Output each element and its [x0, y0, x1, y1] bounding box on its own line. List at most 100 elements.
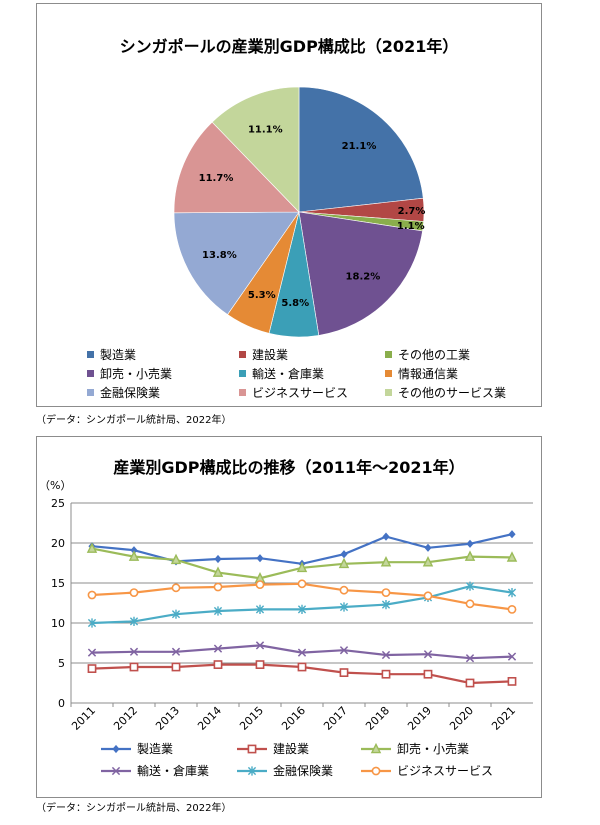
series-group — [87, 579, 517, 614]
data-point — [128, 550, 140, 561]
legend-marker — [247, 744, 257, 754]
legend-swatch — [239, 389, 246, 396]
data-point — [339, 646, 349, 655]
data-point — [381, 650, 391, 660]
series-group — [87, 660, 517, 688]
x-tick-label: 2013 — [153, 704, 182, 733]
data-point — [423, 669, 433, 679]
data-point — [381, 588, 391, 597]
data-point — [255, 641, 265, 650]
data-point — [380, 556, 392, 567]
legend-entry: 卸売・小売業 — [397, 741, 469, 756]
data-point — [424, 543, 432, 552]
series-group — [86, 542, 518, 583]
data-point — [87, 664, 97, 673]
x-tick-label: 2014 — [195, 704, 224, 733]
data-point — [297, 604, 307, 614]
data-point — [465, 581, 475, 591]
x-tick-label: 2020 — [447, 704, 476, 733]
legend-marker — [112, 744, 120, 754]
pie-slice-label: 5.8% — [281, 298, 309, 309]
data-point — [423, 650, 433, 659]
data-point — [171, 583, 181, 593]
pie-slice — [211, 86, 300, 213]
line-chart: 産業別GDP構成比の推移（2011年～2021年） （%） 0 5 10 15 20 25… — [39, 458, 533, 778]
line-axes: 0 5 10 15 20 25 2011 2012 2013 2014 2015 2016 2017 20… — [51, 497, 533, 733]
data-point — [297, 648, 307, 657]
legend-entry: 建設業 — [252, 347, 288, 362]
legend-marker — [370, 742, 382, 754]
data-point — [465, 599, 475, 609]
legend-entry: 金融保険業 — [100, 385, 160, 400]
legend-entry: 輸送・倉庫業 — [137, 763, 209, 778]
legend-swatch — [385, 389, 392, 396]
x-tick-label: 2015 — [237, 704, 266, 733]
legend-entry: 製造業 — [100, 348, 136, 362]
data-point — [506, 551, 518, 562]
data-point — [213, 582, 223, 592]
pie-slice-label: 18.2% — [346, 271, 381, 282]
data-point — [464, 550, 476, 561]
line-chart-title: 産業別GDP構成比の推移（2011年～2021年） — [113, 458, 464, 477]
series-group — [87, 641, 517, 663]
data-point — [422, 556, 434, 567]
data-point — [507, 588, 517, 598]
y-tick-label: 10 — [51, 617, 65, 630]
legend-swatch — [87, 351, 94, 358]
data-point — [129, 616, 139, 626]
pie-slice — [298, 86, 424, 213]
data-point — [213, 606, 223, 616]
data-point — [213, 660, 223, 669]
pie-slice-label: 21.1% — [342, 141, 377, 152]
data-point — [338, 557, 350, 569]
data-point — [465, 678, 475, 688]
pie-slice-label: 11.7% — [199, 173, 234, 184]
data-point — [86, 542, 98, 553]
x-tick-label: 2019 — [405, 704, 434, 733]
x-tick-label: 2016 — [279, 704, 308, 733]
legend-entry: 情報通信業 — [398, 367, 458, 381]
data-point — [423, 591, 433, 601]
data-point — [170, 553, 182, 565]
line-chart-panel: 産業別GDP構成比の推移（2011年～2021年） （%） 0 5 10 15 20 25… — [36, 436, 542, 798]
y-axis-unit-label: （%） — [39, 479, 71, 492]
data-point — [255, 604, 265, 614]
series-group — [87, 581, 517, 628]
data-point — [214, 554, 222, 564]
pie-chart: シンガポールの産業別GDP構成比（2021年） 21.1% 2.7% 1.1% 18.… — [87, 37, 506, 400]
y-tick-label: 25 — [51, 497, 65, 510]
legend-entry: その他の工業 — [398, 348, 470, 362]
data-point — [256, 554, 264, 563]
data-point — [297, 579, 307, 589]
series-line — [91, 585, 513, 625]
data-point — [129, 588, 139, 597]
pie-slice-label: 1.1% — [397, 221, 425, 232]
legend-swatch — [385, 370, 392, 377]
data-point — [466, 539, 474, 548]
legend-entry: 卸売・小売業 — [100, 366, 172, 381]
legend-swatch — [87, 389, 94, 396]
data-point — [255, 580, 265, 589]
legend-entry: その他のサービス業 — [398, 386, 506, 400]
line-source-note: （データ：シンガポール統計局、2022年） — [36, 803, 232, 814]
data-point — [129, 647, 139, 656]
x-tick-label: 2012 — [111, 704, 140, 733]
legend-entry: 金融保険業 — [273, 763, 333, 778]
legend-swatch — [239, 351, 246, 358]
pie-slice — [298, 211, 423, 336]
pie-chart-title: シンガポールの産業別GDP構成比（2021年） — [120, 37, 459, 56]
data-point — [212, 566, 224, 577]
y-tick-label: 0 — [58, 697, 65, 710]
legend-marker — [371, 766, 381, 776]
x-tick-label: 2018 — [363, 704, 392, 733]
data-point — [340, 550, 348, 559]
data-point — [87, 648, 97, 657]
x-tick-label: 2011 — [69, 704, 98, 733]
legend-swatch — [239, 370, 246, 377]
pie-slice — [173, 211, 300, 315]
data-point — [129, 662, 139, 672]
data-point — [507, 677, 517, 686]
data-point — [297, 662, 307, 672]
